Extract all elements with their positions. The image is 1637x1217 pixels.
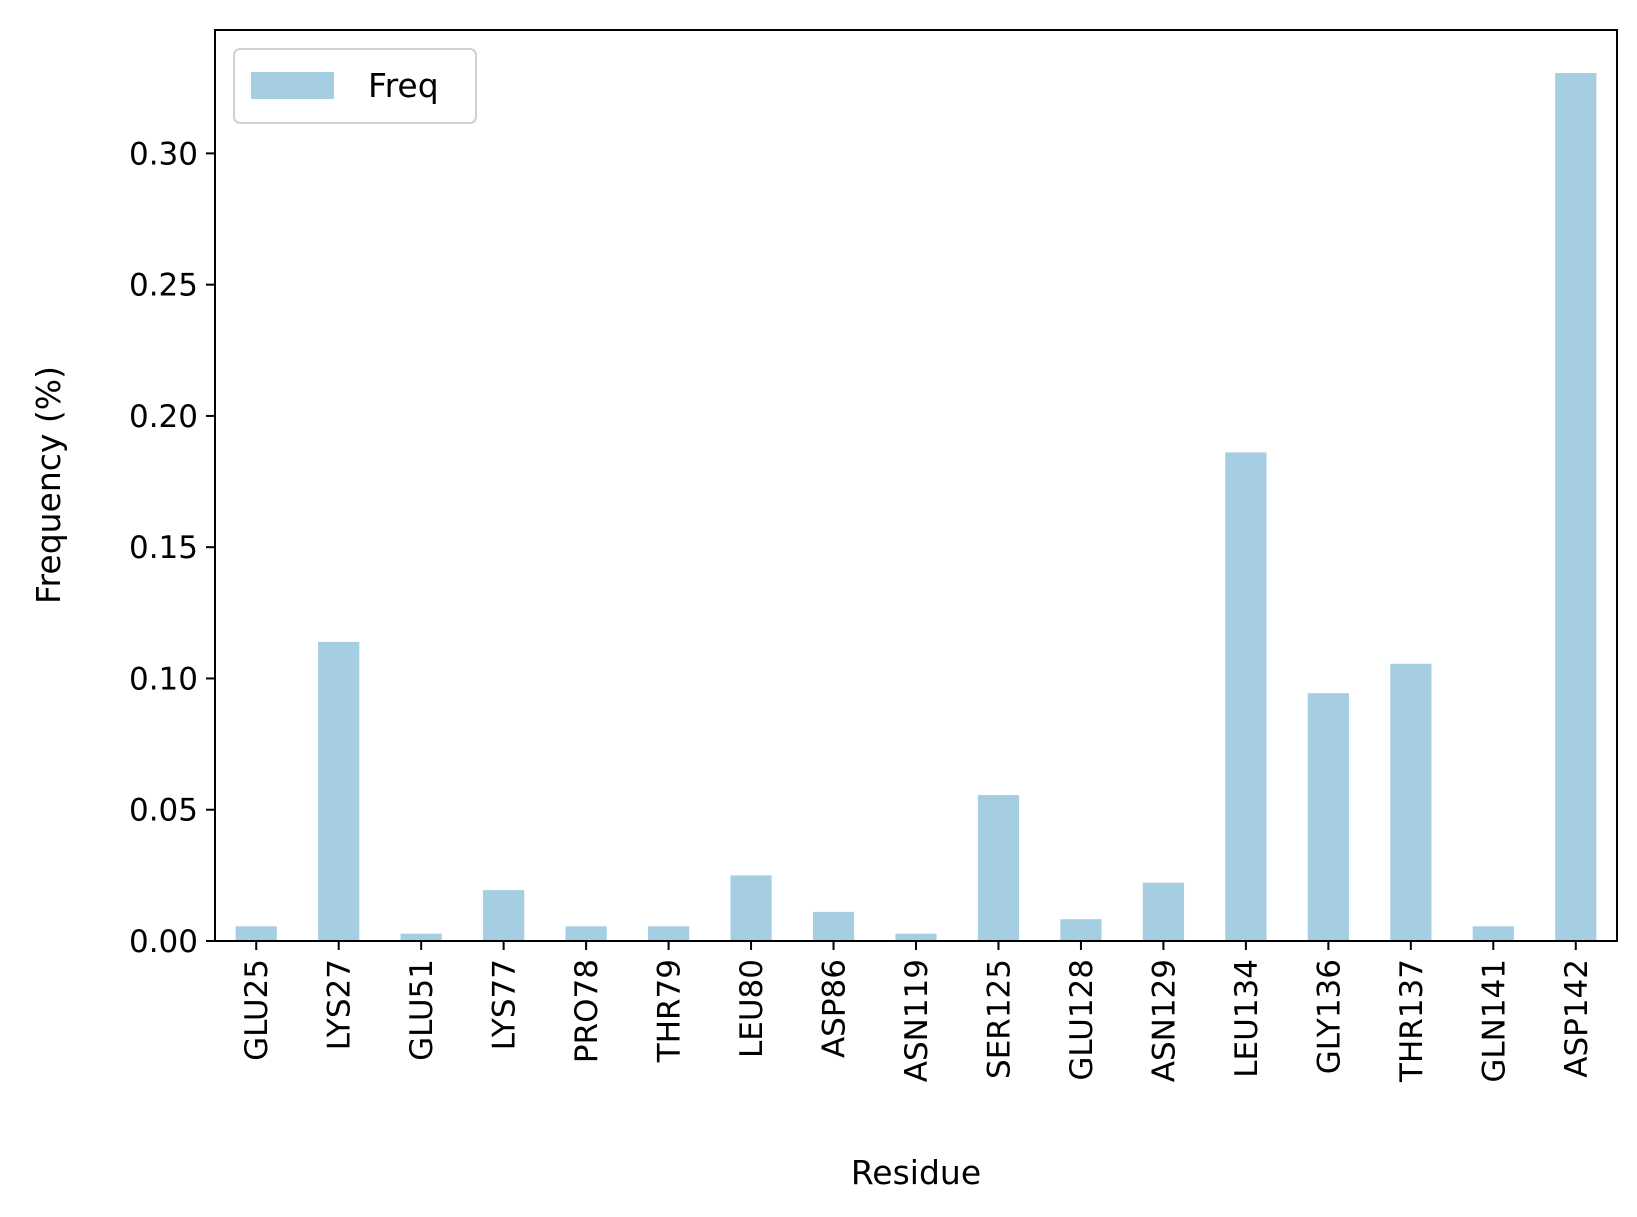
bar-glu25 [235,926,277,941]
bar-ser125 [977,795,1020,941]
x-tick-label: ASN119 [899,959,935,1082]
y-tick-label: 0.10 [129,661,198,697]
x-tick-label: ASN129 [1146,959,1182,1082]
x-tick-label: THR137 [1394,959,1430,1083]
x-tick-label: PRO78 [569,959,605,1063]
x-tick-label: THR79 [652,959,688,1063]
x-tick-label: ASP142 [1559,959,1595,1078]
bars-group [235,73,1597,941]
bar-asp142 [1555,73,1597,941]
y-tick-label: 0.25 [129,268,198,304]
x-tick-label: SER125 [981,959,1017,1079]
legend-box [233,48,477,124]
x-axis-ticks: GLU25 LYS27 GLU51 LYS77 PRO78 THR79 LEU80 ASP86… [239,941,1595,1083]
x-tick-label: LYS77 [487,959,523,1050]
legend-swatch [251,72,334,99]
bar-leu80 [730,875,772,941]
x-tick-label: LEU80 [734,959,770,1058]
bar-glu128 [1060,919,1102,941]
bar-thr137 [1390,663,1432,941]
x-tick-label: ASP86 [817,959,853,1058]
x-tick-label: LYS27 [322,959,358,1050]
y-tick-label: 0.00 [129,924,198,960]
y-axis-ticks: 0.00 0.05 0.10 0.15 0.20 0.25 0.30 [129,136,215,960]
bar-gly136 [1307,693,1349,941]
x-tick-label: GLU25 [239,959,275,1061]
y-tick-label: 0.30 [129,136,198,172]
x-tick-label: GLN141 [1476,959,1512,1083]
x-tick-label: GLY136 [1311,959,1347,1074]
y-tick-label: 0.05 [129,793,198,829]
y-tick-label: 0.15 [129,530,198,566]
bar-gln141 [1472,926,1514,941]
bar-thr79 [647,926,690,941]
bar-leu134 [1225,452,1267,941]
x-axis-label: Residue [851,1153,981,1192]
y-tick-label: 0.20 [129,399,198,435]
x-tick-label: GLU51 [404,959,440,1061]
bar-glu51 [400,933,442,941]
bar-asn119 [895,933,937,941]
legend-entry-freq: Freq [368,66,439,105]
legend: Freq [233,48,477,124]
x-tick-label: LEU134 [1229,959,1265,1078]
y-axis-label: Frequency (%) [29,366,68,604]
x-tick-label: GLU128 [1064,959,1100,1081]
bar-pro78 [565,926,607,941]
bar-asp86 [812,911,855,941]
plot-area-frame [214,29,1618,942]
bar-asn129 [1142,882,1185,941]
bar-lys77 [483,890,525,941]
bar-lys27 [318,641,360,941]
